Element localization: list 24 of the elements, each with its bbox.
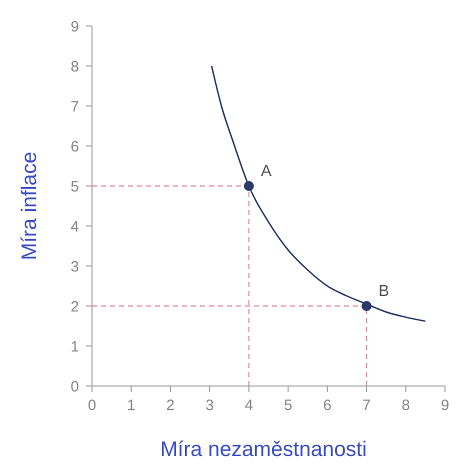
x-axis-title: Míra nezaměstnanosti	[160, 438, 367, 461]
y-tick-label: 6	[70, 138, 79, 156]
annotation: A	[260, 163, 272, 180]
x-tick-label: 5	[284, 397, 292, 414]
x-tick-label: 8	[402, 397, 410, 414]
y-axis-title: Míra inflace	[18, 152, 41, 260]
y-tick-label: 4	[70, 218, 79, 236]
y-tick-label: 0	[70, 378, 79, 396]
x-tick-label: 4	[244, 397, 254, 414]
annotation: B	[378, 283, 390, 300]
y-tick-label: 2	[70, 298, 79, 316]
x-tick-label: 7	[362, 397, 371, 414]
x-tick-label: 2	[166, 397, 175, 414]
x-tick-label: 9	[440, 397, 450, 414]
y-tick-label: 8	[70, 58, 79, 76]
x-tick-label: 1	[127, 397, 136, 414]
x-tick-label: 0	[88, 397, 96, 414]
y-tick-label: 1	[70, 338, 79, 356]
y-tick-label: 7	[70, 98, 79, 116]
y-tick-label: 9	[70, 18, 79, 36]
y-tick-label: 3	[70, 258, 79, 276]
x-tick-label: 6	[323, 397, 332, 414]
y-tick-label: 5	[70, 178, 79, 196]
x-tick-label: 3	[205, 397, 214, 414]
